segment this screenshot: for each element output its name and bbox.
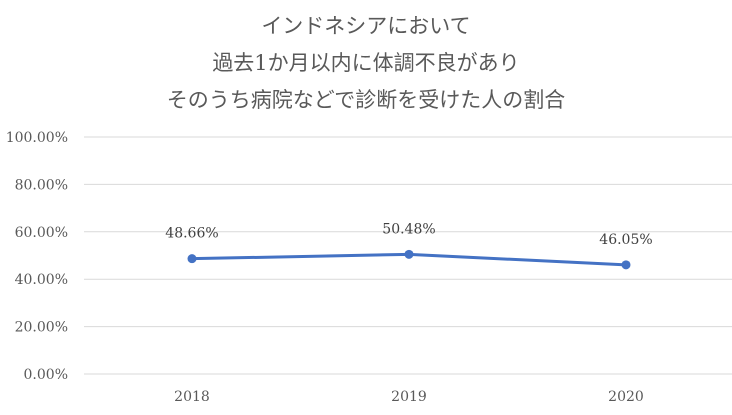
chart-title-line-2: 過去1か月以内に体調不良があり (212, 51, 520, 75)
y-tick-label: 80.00% (15, 177, 68, 193)
y-tick-label: 0.00% (24, 367, 68, 383)
data-point (621, 260, 631, 270)
x-tick-label: 2019 (391, 389, 427, 405)
data-label: 46.05% (599, 232, 652, 248)
chart-title-line-3: そのうち病院などで診断を受けた人の割合 (166, 88, 566, 112)
data-label: 50.48% (382, 221, 435, 237)
y-tick-label: 60.00% (15, 225, 68, 241)
y-tick-label: 40.00% (15, 272, 68, 288)
data-label: 48.66% (165, 226, 218, 242)
x-tick-label: 2018 (174, 389, 210, 405)
data-point (187, 254, 197, 264)
x-tick-label: 2020 (608, 389, 644, 405)
y-tick-label: 20.00% (15, 320, 68, 336)
y-tick-label: 100.00% (6, 130, 68, 146)
chart-title-line-1: インドネシアにおいて (261, 14, 471, 38)
data-point (404, 249, 414, 259)
